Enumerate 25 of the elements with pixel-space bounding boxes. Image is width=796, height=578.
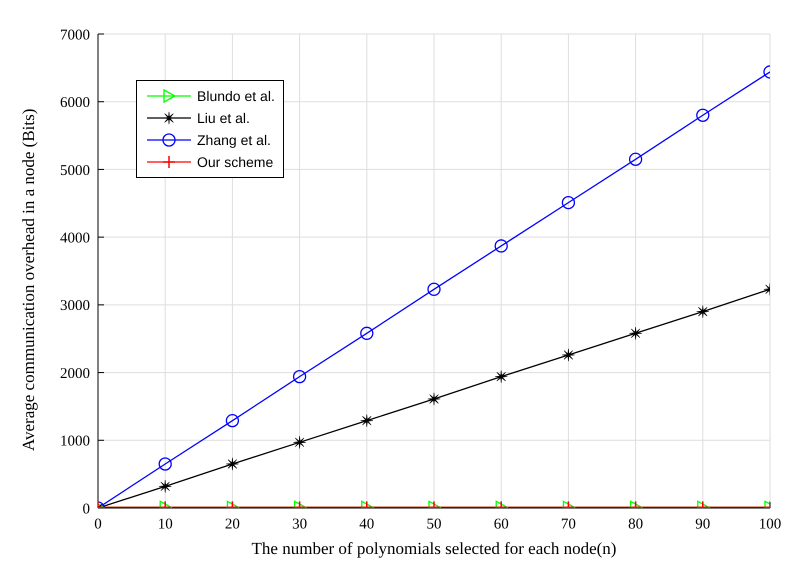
x-axis-title: The number of polynomials selected for each node(n) xyxy=(252,539,616,558)
y-tick-label: 1000 xyxy=(60,434,90,450)
y-tick-label: 7000 xyxy=(60,27,90,44)
y-tick-label: 4000 xyxy=(60,230,90,246)
x-tick-label: 80 xyxy=(628,516,644,533)
legend-label: Blundo et al. xyxy=(197,88,275,104)
y-tick-label: 0 xyxy=(82,501,90,518)
legend-label: Our scheme xyxy=(197,154,274,170)
x-tick-label: 0 xyxy=(94,516,102,533)
x-tick-label: 50 xyxy=(426,516,442,533)
x-tick-label: 90 xyxy=(695,516,710,533)
y-axis-title: Average communication overhead in a node (Bits) xyxy=(19,108,38,451)
legend-label: Zhang et al. xyxy=(197,132,271,148)
y-tick-label: 3000 xyxy=(60,298,90,314)
x-tick-label: 70 xyxy=(560,516,576,533)
y-tick-label: 2000 xyxy=(60,366,90,382)
legend-label: Liu et al. xyxy=(197,110,250,126)
x-tick-label: 40 xyxy=(359,516,374,533)
x-tick-label: 20 xyxy=(224,516,240,533)
x-tick-label: 60 xyxy=(494,516,509,533)
y-tick-label: 5000 xyxy=(60,162,90,179)
y-tick-label: 6000 xyxy=(60,95,90,112)
x-tick-label: 10 xyxy=(158,516,173,533)
x-tick-label: 30 xyxy=(292,516,308,533)
x-tick-label: 100 xyxy=(758,516,782,533)
